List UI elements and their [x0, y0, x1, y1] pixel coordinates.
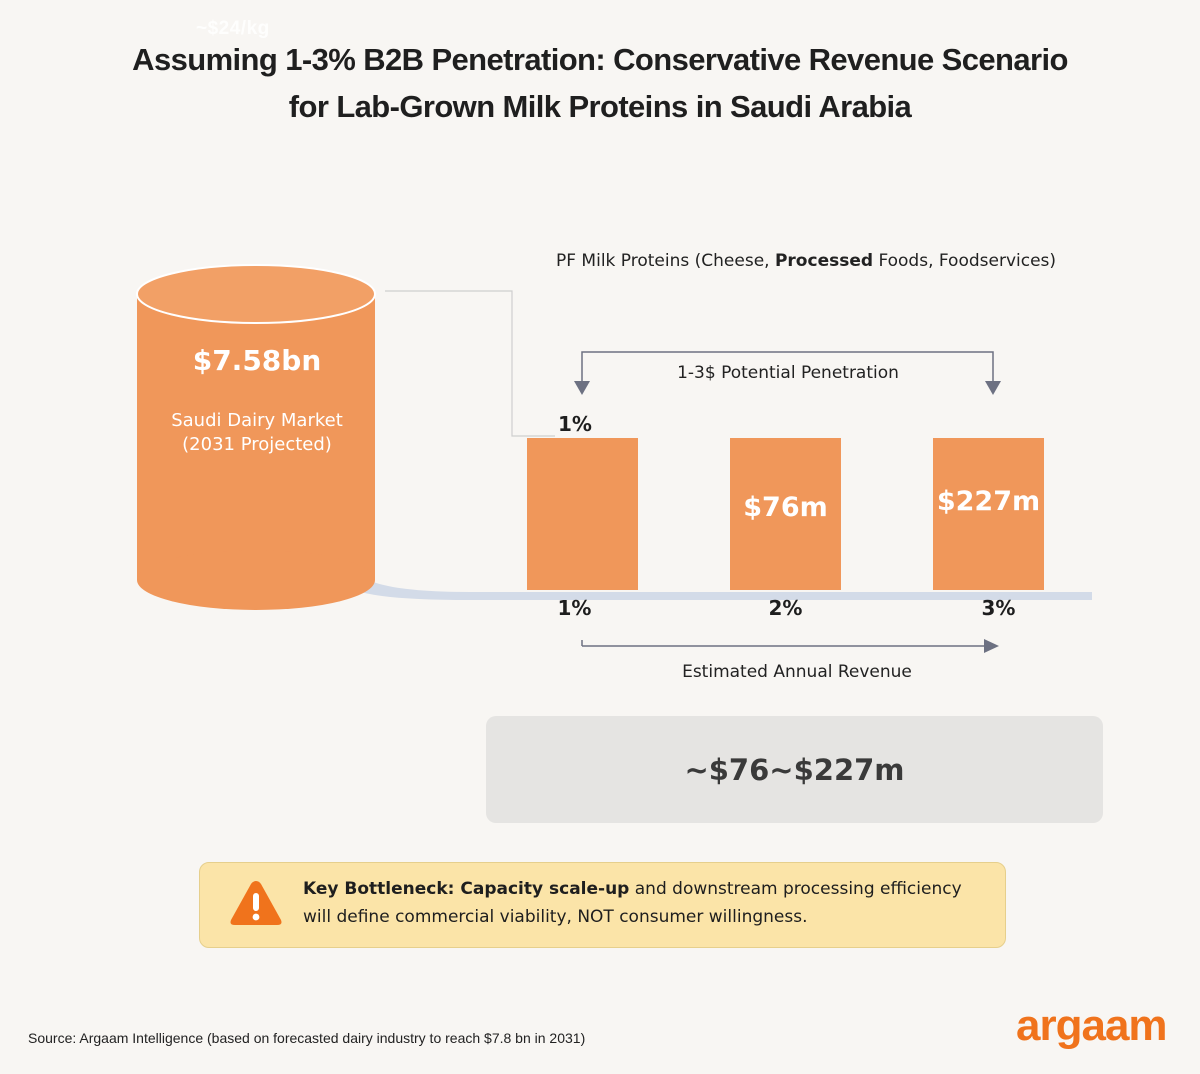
segment-label-bold: Processed: [774, 251, 874, 271]
segment-label-prefix: PF Milk Proteins (Cheese,: [556, 251, 775, 271]
chart-title-line1: Assuming 1-3% B2B Penetration: Conservat…: [132, 42, 1068, 77]
revenue-axis-arrow: [581, 639, 999, 653]
bars-group: [527, 438, 1044, 590]
callout-text: Key Bottleneck: Capacity scale-up and do…: [303, 875, 993, 931]
market-label: Saudi Dairy Market (2031 Projected): [137, 409, 377, 457]
revenue-axis-label: Estimated Annual Revenue: [682, 662, 912, 682]
warning-icon: [230, 881, 282, 925]
bar-3: [933, 438, 1044, 590]
callout-body: and downstream processing efficiency wil…: [303, 879, 962, 927]
segment-label: PF Milk Proteins (Cheese, Processed Food…: [556, 251, 1056, 271]
revenue-range-text: ~$76~$227m: [684, 752, 905, 787]
market-label-line2: (2031 Projected): [182, 434, 332, 455]
chart-title-line2: for Lab-Grown Milk Proteins in Saudi Ara…: [288, 89, 912, 124]
source-note: Source: Argaam Intelligence (based on fo…: [28, 1030, 586, 1046]
x-tick-label: 1%: [557, 596, 592, 620]
penetration-bracket: [574, 351, 1001, 395]
market-label-line1: Saudi Dairy Market: [171, 410, 343, 431]
x-tick-label: 2%: [768, 596, 803, 620]
base-platform: [355, 575, 1092, 600]
callout-bold: Key Bottleneck: Capacity scale-up: [303, 879, 630, 899]
ghost-price-text: ~$24/kg: [196, 18, 270, 39]
connector-line: [385, 290, 555, 437]
bar-value-label: $227m: [936, 486, 1041, 517]
chart-title: Assuming 1-3% B2B Penetration: Conservat…: [0, 36, 1200, 130]
penetration-label: 1-3$ Potential Penetration: [677, 363, 899, 383]
argaam-logo: argaam: [1016, 1001, 1168, 1050]
bar-2: [730, 438, 841, 590]
bottleneck-callout: [199, 862, 1006, 948]
bar-1: [527, 438, 638, 590]
market-cylinder: [136, 264, 376, 610]
x-tick-label: 3%: [981, 596, 1016, 620]
bar-value-label: $76m: [743, 492, 828, 523]
segment-label-suffix: Foods, Foodservices): [873, 251, 1057, 271]
bar-top-label: 1%: [558, 412, 592, 436]
market-value: $7.58bn: [192, 344, 322, 377]
revenue-range-box: ~$76~$227m: [486, 716, 1103, 823]
